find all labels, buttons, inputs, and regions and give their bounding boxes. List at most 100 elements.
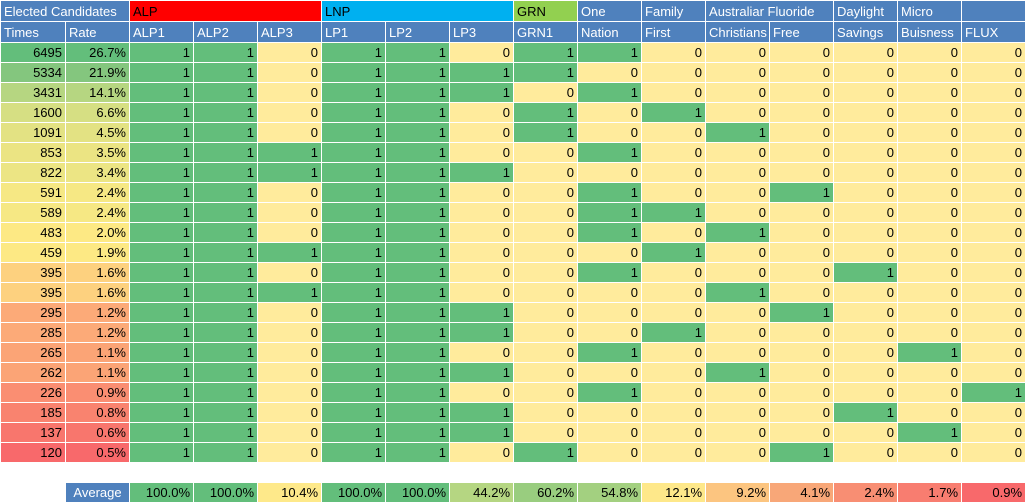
rate-cell[interactable]: 0.9% xyxy=(66,383,130,403)
elected-flag-cell[interactable]: 1 xyxy=(322,143,386,163)
elected-flag-cell[interactable]: 1 xyxy=(834,263,898,283)
times-cell[interactable]: 262 xyxy=(1,363,66,383)
elected-flag-cell[interactable]: 0 xyxy=(258,363,322,383)
elected-flag-cell[interactable]: 0 xyxy=(834,363,898,383)
times-cell[interactable]: 853 xyxy=(1,143,66,163)
elected-flag-cell[interactable]: 0 xyxy=(898,263,962,283)
party-header-cell[interactable]: Elected Candidates xyxy=(1,1,130,22)
rate-cell[interactable]: 6.6% xyxy=(66,103,130,123)
elected-flag-cell[interactable]: 1 xyxy=(578,223,642,243)
elected-flag-cell[interactable]: 1 xyxy=(642,203,706,223)
elected-flag-cell[interactable]: 1 xyxy=(130,423,194,443)
elected-flag-cell[interactable]: 0 xyxy=(514,203,578,223)
average-value-cell[interactable]: 12.1% xyxy=(642,483,706,503)
elected-flag-cell[interactable]: 1 xyxy=(130,343,194,363)
rate-cell[interactable]: 2.4% xyxy=(66,183,130,203)
elected-flag-cell[interactable]: 1 xyxy=(514,103,578,123)
elected-flag-cell[interactable]: 1 xyxy=(386,363,450,383)
elected-flag-cell[interactable]: 0 xyxy=(514,263,578,283)
elected-flag-cell[interactable]: 1 xyxy=(130,143,194,163)
elected-flag-cell[interactable]: 1 xyxy=(386,163,450,183)
column-header-cell[interactable]: Nation xyxy=(578,22,642,43)
elected-flag-cell[interactable]: 1 xyxy=(322,323,386,343)
elected-flag-cell[interactable]: 0 xyxy=(962,423,1025,443)
elected-flag-cell[interactable]: 0 xyxy=(578,303,642,323)
elected-flag-cell[interactable]: 0 xyxy=(834,63,898,83)
elected-flag-cell[interactable]: 1 xyxy=(450,303,514,323)
elected-flag-cell[interactable]: 1 xyxy=(322,223,386,243)
elected-flag-cell[interactable]: 0 xyxy=(962,183,1025,203)
elected-flag-cell[interactable]: 0 xyxy=(898,363,962,383)
times-cell[interactable]: 226 xyxy=(1,383,66,403)
elected-flag-cell[interactable]: 0 xyxy=(514,143,578,163)
elected-flag-cell[interactable]: 0 xyxy=(642,303,706,323)
elected-flag-cell[interactable]: 0 xyxy=(706,83,770,103)
elected-flag-cell[interactable]: 1 xyxy=(322,443,386,463)
times-cell[interactable]: 1091 xyxy=(1,123,66,143)
elected-flag-cell[interactable]: 1 xyxy=(258,143,322,163)
elected-flag-cell[interactable]: 0 xyxy=(706,303,770,323)
column-header-cell[interactable]: Christians xyxy=(706,22,770,43)
elected-flag-cell[interactable]: 1 xyxy=(706,363,770,383)
elected-flag-cell[interactable]: 0 xyxy=(898,183,962,203)
elected-flag-cell[interactable]: 1 xyxy=(450,403,514,423)
elected-flag-cell[interactable]: 1 xyxy=(514,443,578,463)
elected-flag-cell[interactable]: 0 xyxy=(258,43,322,63)
elected-flag-cell[interactable]: 1 xyxy=(386,223,450,243)
elected-flag-cell[interactable]: 0 xyxy=(642,183,706,203)
elected-flag-cell[interactable]: 1 xyxy=(322,123,386,143)
elected-flag-cell[interactable]: 0 xyxy=(898,123,962,143)
elected-flag-cell[interactable]: 0 xyxy=(834,223,898,243)
elected-flag-cell[interactable]: 0 xyxy=(258,383,322,403)
average-value-cell[interactable]: 10.4% xyxy=(258,483,322,503)
column-header-cell[interactable]: First xyxy=(642,22,706,43)
elected-flag-cell[interactable]: 1 xyxy=(322,343,386,363)
elected-flag-cell[interactable]: 0 xyxy=(578,163,642,183)
rate-cell[interactable]: 0.5% xyxy=(66,443,130,463)
empty-cell[interactable] xyxy=(770,463,834,483)
elected-flag-cell[interactable]: 0 xyxy=(962,43,1025,63)
elected-flag-cell[interactable]: 1 xyxy=(258,243,322,263)
elected-flag-cell[interactable]: 0 xyxy=(514,423,578,443)
elected-flag-cell[interactable]: 1 xyxy=(194,83,258,103)
times-cell[interactable]: 3431 xyxy=(1,83,66,103)
elected-flag-cell[interactable]: 0 xyxy=(450,183,514,203)
elected-flag-cell[interactable]: 1 xyxy=(130,83,194,103)
elected-flag-cell[interactable]: 1 xyxy=(770,303,834,323)
elected-flag-cell[interactable]: 0 xyxy=(706,143,770,163)
elected-flag-cell[interactable]: 1 xyxy=(194,123,258,143)
rate-cell[interactable]: 2.4% xyxy=(66,203,130,223)
elected-flag-cell[interactable]: 0 xyxy=(450,103,514,123)
elected-flag-cell[interactable]: 1 xyxy=(386,203,450,223)
elected-flag-cell[interactable]: 1 xyxy=(450,83,514,103)
elected-flag-cell[interactable]: 1 xyxy=(194,403,258,423)
elected-flag-cell[interactable]: 0 xyxy=(898,143,962,163)
empty-cell[interactable] xyxy=(898,463,962,483)
elected-flag-cell[interactable]: 0 xyxy=(898,403,962,423)
elected-flag-cell[interactable]: 1 xyxy=(322,283,386,303)
times-cell[interactable]: 459 xyxy=(1,243,66,263)
elected-flag-cell[interactable]: 0 xyxy=(258,443,322,463)
elected-flag-cell[interactable]: 0 xyxy=(514,343,578,363)
elected-flag-cell[interactable]: 1 xyxy=(130,283,194,303)
elected-flag-cell[interactable]: 1 xyxy=(386,403,450,423)
elected-flag-cell[interactable]: 1 xyxy=(514,43,578,63)
elected-flag-cell[interactable]: 1 xyxy=(898,343,962,363)
elected-flag-cell[interactable]: 1 xyxy=(194,283,258,303)
times-cell[interactable]: 265 xyxy=(1,343,66,363)
elected-flag-cell[interactable]: 0 xyxy=(706,243,770,263)
elected-flag-cell[interactable]: 0 xyxy=(770,203,834,223)
elected-flag-cell[interactable]: 1 xyxy=(130,263,194,283)
elected-flag-cell[interactable]: 0 xyxy=(898,383,962,403)
elected-flag-cell[interactable]: 1 xyxy=(578,263,642,283)
elected-flag-cell[interactable]: 1 xyxy=(194,303,258,323)
average-value-cell[interactable]: 0.9% xyxy=(962,483,1025,503)
empty-cell[interactable] xyxy=(962,463,1025,483)
times-cell[interactable]: 589 xyxy=(1,203,66,223)
column-header-cell[interactable]: Savings xyxy=(834,22,898,43)
elected-flag-cell[interactable]: 0 xyxy=(258,123,322,143)
elected-flag-cell[interactable]: 1 xyxy=(322,83,386,103)
rate-cell[interactable]: 1.2% xyxy=(66,303,130,323)
elected-flag-cell[interactable]: 0 xyxy=(770,283,834,303)
elected-flag-cell[interactable]: 0 xyxy=(834,423,898,443)
